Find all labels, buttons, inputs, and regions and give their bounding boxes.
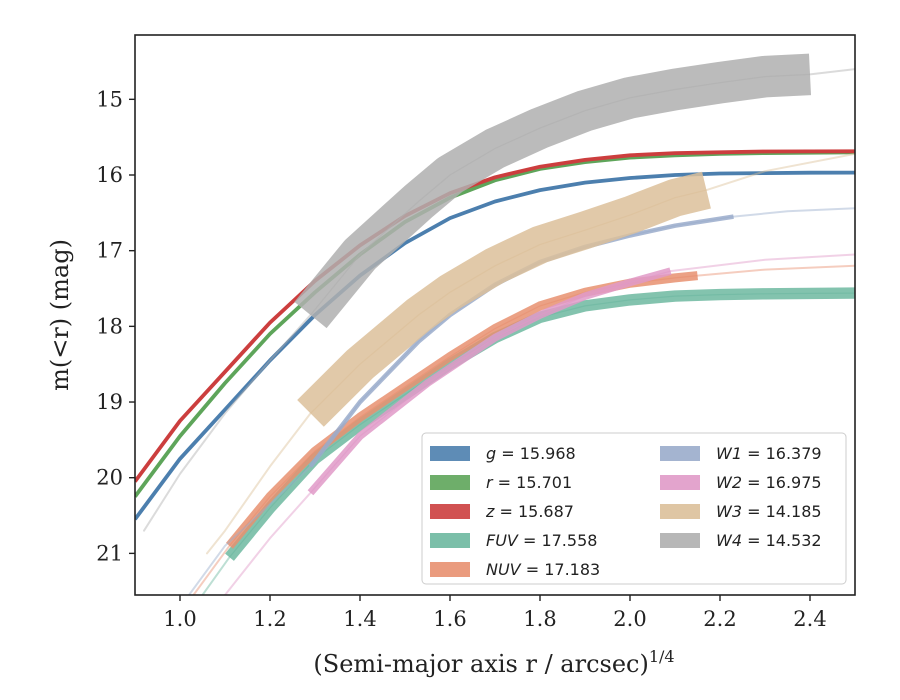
- legend-swatch: [430, 533, 470, 548]
- series-7-center-line: [310, 270, 671, 494]
- y-tick-label: 17: [96, 239, 123, 263]
- x-axis-label-superscript: 1/4: [649, 647, 675, 666]
- series-8-extrapolation-line: [705, 152, 855, 192]
- x-tick-label: 1.8: [523, 607, 556, 631]
- y-tick-label: 18: [96, 314, 123, 338]
- y-tick-label: 19: [96, 390, 123, 414]
- series-4-extrapolation-line: [201, 556, 231, 595]
- legend-swatch: [660, 446, 700, 461]
- x-tick-label: 2.4: [793, 607, 826, 631]
- series-8-center-line: [310, 189, 707, 414]
- legend-label: W1 = 16.379: [716, 444, 822, 463]
- x-tick-label: 1.0: [163, 607, 196, 631]
- legend-swatch: [660, 533, 700, 548]
- y-tick-label: 20: [96, 466, 123, 490]
- legend-swatch: [430, 562, 470, 577]
- series-7-extrapolation-line: [669, 253, 855, 273]
- x-axis-label: (Semi-major axis r / arcsec)1/4: [313, 647, 674, 678]
- legend-label: W2 = 16.975: [716, 473, 822, 492]
- legend-label: g = 15.968: [486, 444, 576, 463]
- legend-swatch: [660, 475, 700, 490]
- series-3-band: [135, 149, 855, 483]
- series-9-extrapolation-line: [809, 68, 855, 76]
- legend-swatch: [430, 475, 470, 490]
- legend-label: FUV = 17.558: [486, 531, 597, 550]
- legend-swatch: [660, 504, 700, 519]
- y-axis: 15 16 17 18 19 20 21: [96, 87, 135, 565]
- x-tick-label: 1.6: [433, 607, 466, 631]
- legend-label: z = 15.687: [485, 502, 574, 521]
- legend-label: W4 = 14.532: [716, 531, 822, 550]
- x-tick-label: 1.2: [253, 607, 286, 631]
- y-axis-label: m(<r) (mag): [46, 239, 74, 391]
- series-9-band: [294, 53, 812, 329]
- series-1-band: [135, 170, 855, 521]
- series-5-extrapolation-line: [696, 264, 855, 277]
- legend-label: W3 = 14.185: [716, 502, 822, 521]
- y-tick-label: 16: [96, 163, 123, 187]
- y-tick-label: 15: [96, 87, 123, 111]
- x-tick-label: 2.2: [703, 607, 736, 631]
- x-tick-label: 1.4: [343, 607, 376, 631]
- legend-label: NUV = 17.183: [486, 560, 600, 579]
- series-9-center-line: [310, 73, 811, 316]
- series-6-extrapolation-line: [732, 207, 855, 218]
- legend-swatch: [430, 446, 470, 461]
- series-8-extrapolation-line: [206, 412, 312, 555]
- legend-label: r = 15.701: [486, 473, 572, 492]
- plot-area: [135, 53, 855, 595]
- x-tick-label: 2.0: [613, 607, 646, 631]
- series-7-extrapolation-line: [224, 491, 312, 595]
- legend-box: [421, 432, 847, 585]
- series-6-extrapolation-line: [188, 465, 312, 595]
- legend: g = 15.968 r = 15.701 z = 15.687 FUV = 17.5…: [421, 432, 847, 585]
- plot-frame: [134, 34, 856, 596]
- legend-swatch: [430, 504, 470, 519]
- series-9-extrapolation-line: [143, 314, 312, 532]
- x-axis: 1.0 1.2 1.4 1.6 1.8 2.0 2.2 2.4: [163, 595, 827, 631]
- y-tick-label: 21: [96, 541, 123, 565]
- series-5-extrapolation-line: [192, 544, 231, 595]
